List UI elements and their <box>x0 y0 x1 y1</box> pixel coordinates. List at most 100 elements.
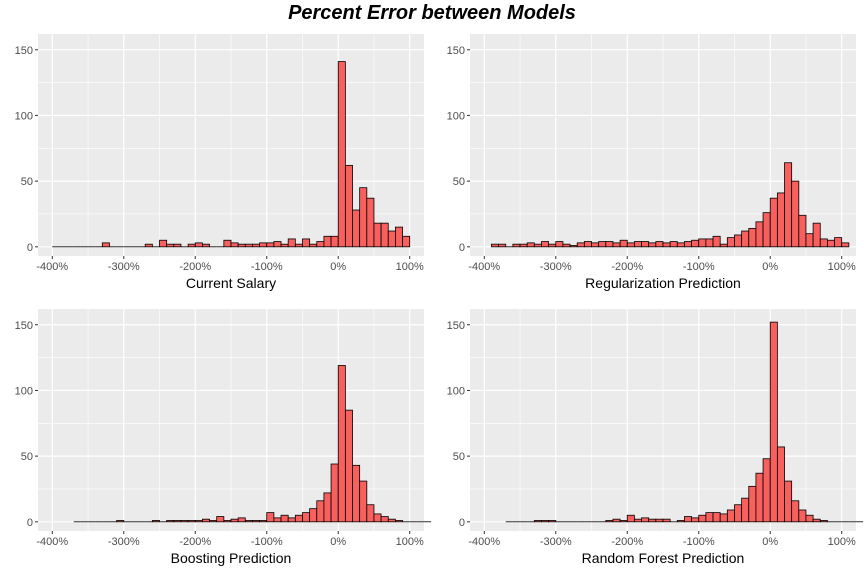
x-axis-title: Current Salary <box>186 275 276 291</box>
histogram-bar <box>812 222 821 248</box>
histogram-bar <box>619 520 628 523</box>
x-tick-label: 100% <box>828 536 856 548</box>
chart-title: Percent Error between Models <box>288 2 576 24</box>
histogram-bar <box>344 409 353 523</box>
histogram-bar <box>583 241 592 248</box>
histogram-bar <box>719 243 728 248</box>
histogram-bar <box>144 243 153 248</box>
histogram-bar <box>352 464 361 523</box>
histogram-bar <box>237 517 246 523</box>
histogram-bar <box>373 513 382 523</box>
histogram-bar <box>294 514 303 523</box>
histogram-bar <box>769 321 778 523</box>
histogram-bar <box>166 520 175 523</box>
histogram-bar <box>387 518 396 523</box>
histogram-bar <box>380 222 389 248</box>
histogram-bar <box>705 512 714 523</box>
histogram-bar <box>605 520 614 523</box>
facet-regularization-prediction: 0 50 100 150 -400% -300% -200% -100% 0% 100% Regul… <box>447 34 856 291</box>
histogram-bar <box>641 517 650 523</box>
x-tick-label: -200% <box>611 261 643 273</box>
histogram-bar <box>187 520 196 523</box>
histogram-bar <box>366 504 375 523</box>
y-tick-label: 50 <box>21 451 33 463</box>
histogram-bar <box>698 238 707 248</box>
histogram-bar <box>612 518 621 523</box>
histogram-bar <box>691 517 700 523</box>
x-tick-label: 100% <box>396 261 424 273</box>
histogram-bar <box>498 243 507 248</box>
x-tick-label: -300% <box>540 536 572 548</box>
histogram-bar <box>223 239 232 248</box>
histogram-bar <box>202 243 210 248</box>
histogram-bar <box>541 241 550 248</box>
histogram-bar <box>323 235 332 248</box>
facet-current-salary: 0 50 100 150 -400% -300% -200% -100% 0% 100% Curre… <box>15 34 424 291</box>
histogram-bar <box>287 238 296 248</box>
histogram-bar <box>223 520 232 523</box>
histogram-bar <box>116 520 125 523</box>
histogram-bar <box>662 518 671 523</box>
histogram-bar <box>359 187 368 248</box>
histogram-bar <box>712 512 721 523</box>
histogram-bar <box>548 243 557 248</box>
x-axis-title: Boosting Prediction <box>171 550 292 566</box>
histogram-bar <box>784 480 793 523</box>
x-tick-label: -300% <box>108 536 140 548</box>
x-tick-label: -100% <box>683 536 715 548</box>
histogram-bar <box>209 520 218 523</box>
y-tick-label: 50 <box>21 176 33 188</box>
histogram-bar <box>294 243 303 248</box>
histogram-bar <box>626 242 635 248</box>
histogram-bar <box>769 197 778 248</box>
histogram-bar <box>230 242 239 248</box>
y-tick-label: 100 <box>15 110 33 122</box>
histogram-bar <box>598 241 607 248</box>
y-tick-label: 0 <box>459 517 465 529</box>
histogram-bar <box>309 243 318 248</box>
histogram-bar <box>655 518 664 523</box>
histogram-bar <box>359 480 368 523</box>
x-tick-label: -300% <box>108 261 140 273</box>
histogram-bar <box>280 243 289 248</box>
histogram-bar <box>741 497 750 523</box>
histogram-bar <box>776 446 785 523</box>
histogram-bar <box>352 209 361 248</box>
facet-random-forest-prediction: 0 50 100 150 -400% -300% -200% -100% 0% 100% Rando… <box>447 309 864 566</box>
histogram-bar <box>726 509 735 523</box>
x-tick-label: -400% <box>36 536 68 548</box>
histogram-bar <box>634 518 642 523</box>
histogram-bar <box>173 520 182 523</box>
x-tick-label: 0% <box>762 261 778 273</box>
y-tick-label: 100 <box>447 385 465 397</box>
histogram-bar <box>244 520 253 523</box>
histogram-bar <box>819 238 828 248</box>
histogram-bar <box>691 239 700 248</box>
histogram-bar <box>676 242 685 248</box>
histogram-bar <box>259 242 268 248</box>
histogram-bar <box>380 516 389 523</box>
histogram-bar <box>648 242 657 248</box>
histogram-bar <box>337 61 346 248</box>
histogram-bar <box>791 180 800 248</box>
x-tick-label: -200% <box>179 261 211 273</box>
histogram-bar <box>734 234 743 248</box>
histogram-bar <box>755 221 764 248</box>
histogram-bar <box>562 243 571 248</box>
y-tick-label: 50 <box>453 176 465 188</box>
histogram-bar <box>166 243 175 248</box>
histogram-bar <box>662 242 671 248</box>
histogram-bar <box>827 239 835 248</box>
histogram-bar <box>776 192 785 248</box>
histogram-bar <box>734 504 743 523</box>
histogram-bar <box>159 239 168 248</box>
histogram-bar <box>273 241 282 248</box>
histogram-bar <box>330 235 339 248</box>
histogram-bar <box>684 516 692 523</box>
histogram-bar <box>266 242 275 248</box>
histogram-bar <box>748 228 757 248</box>
histogram-bar <box>676 520 685 523</box>
histogram-bar <box>555 241 564 248</box>
histogram-bar <box>569 245 578 248</box>
histogram-bar <box>266 512 275 523</box>
